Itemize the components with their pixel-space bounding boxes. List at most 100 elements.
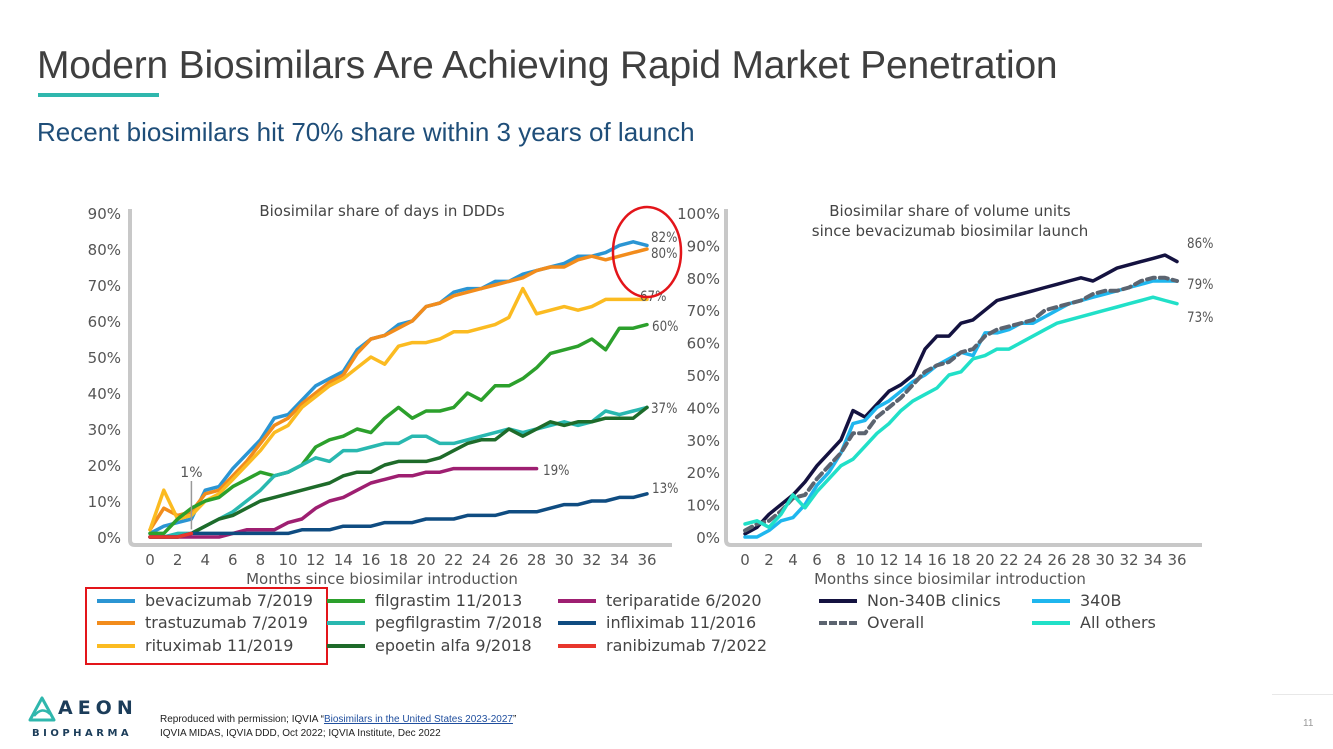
source-suffix: ”: [512, 714, 517, 725]
slide-subtitle: Recent biosimilars hit 70% share within …: [37, 117, 695, 147]
y-tick-label: 70%: [88, 277, 121, 295]
x-tick-label: 30: [555, 551, 574, 569]
y-tick-label: 80%: [88, 241, 121, 259]
series-line-trastuzumab-7-2019: [148, 247, 649, 532]
chart-axes: [724, 209, 1202, 547]
aeon-logo-icon: [28, 696, 56, 722]
x-tick-label: 30: [1095, 551, 1114, 569]
x-tick-label: 36: [637, 551, 656, 569]
x-tick-label: 12: [879, 551, 898, 569]
page-number: 11: [1303, 718, 1314, 729]
series-line-pegfilgrastim-7-2018: [148, 405, 649, 539]
y-tick-label: 60%: [88, 313, 121, 331]
company-logo: AEON BIOPHARMA: [28, 696, 133, 739]
chart-volume-share: 0%10%20%30%40%50%60%70%80%90%100%0 2 4 6 8 10…: [677, 202, 1213, 588]
series-end-label: 13%: [652, 481, 678, 497]
series-line-bevacizumab-7-2019: [148, 240, 649, 536]
x-tick-label: 14: [903, 551, 922, 569]
x-tick-label: 2: [764, 551, 774, 569]
series-line-teriparatide-6-2020: [148, 466, 539, 539]
x-axis-label: Months since biosimilar introduction: [814, 570, 1086, 588]
series-end-label: 79%: [1187, 277, 1213, 293]
corner-divider: [1272, 694, 1333, 695]
logo-wordmark: AEON: [58, 697, 138, 719]
x-tick-label: 4: [788, 551, 798, 569]
x-tick-label: 22: [999, 551, 1018, 569]
x-tick-label: 0: [145, 551, 155, 569]
y-tick-label: 50%: [687, 367, 720, 385]
x-tick-label: 34: [1143, 551, 1162, 569]
x-tick-label: 16: [361, 551, 380, 569]
x-tick-label: 34: [610, 551, 629, 569]
series-line-non-340b-clinics: [743, 253, 1179, 536]
x-tick-label: 16: [927, 551, 946, 569]
x-tick-label: 28: [1071, 551, 1090, 569]
x-tick-label: 24: [472, 551, 491, 569]
x-tick-label: 36: [1167, 551, 1186, 569]
x-tick-label: 14: [334, 551, 353, 569]
series-line-rituximab-11-2019: [148, 286, 649, 532]
x-tick-label: 26: [1047, 551, 1066, 569]
x-tick-label: 18: [951, 551, 970, 569]
series-end-label: 37%: [651, 401, 677, 417]
annotation-label: 1%: [180, 465, 202, 481]
y-tick-label: 10%: [88, 493, 121, 511]
x-tick-label: 10: [279, 551, 298, 569]
chart-title: Biosimilar share of volume units: [829, 202, 1071, 220]
y-tick-label: 60%: [687, 335, 720, 353]
series-end-label: 73%: [1187, 310, 1213, 326]
y-tick-label: 90%: [687, 237, 720, 255]
chart-title: Biosimilar share of days in DDDs: [259, 202, 505, 220]
source-line-1: Reproduced with permission; IQVIA “Biosi…: [160, 713, 516, 727]
y-tick-label: 20%: [687, 464, 720, 482]
x-tick-label: 18: [389, 551, 408, 569]
x-tick-label: 12: [306, 551, 325, 569]
series-end-label: 80%: [651, 246, 677, 262]
x-tick-label: 32: [1119, 551, 1138, 569]
x-tick-label: 20: [417, 551, 436, 569]
chart-ddd-share: 0%10%20%30%40%50%60%70%80%90%0 2 4 6 8 10 12 14…: [88, 202, 683, 588]
series-line-epoetin-alfa-9-2018: [148, 405, 649, 539]
y-tick-label: 0%: [696, 529, 720, 547]
slide-title: Modern Biosimilars Are Achieving Rapid M…: [37, 44, 1058, 87]
x-tick-label: 28: [527, 551, 546, 569]
y-tick-label: 50%: [88, 349, 121, 367]
x-tick-label: 2: [173, 551, 183, 569]
y-tick-label: 20%: [88, 457, 121, 475]
x-tick-label: 6: [812, 551, 822, 569]
series-end-label: 60%: [652, 319, 678, 335]
source-note: Reproduced with permission; IQVIA “Biosi…: [160, 713, 516, 741]
chart-axes: [128, 209, 672, 547]
y-tick-label: 100%: [677, 205, 720, 223]
y-tick-label: 30%: [687, 432, 720, 450]
source-prefix: Reproduced with permission; IQVIA “: [160, 714, 324, 725]
source-line-2: IQVIA MIDAS, IQVIA DDD, Oct 2022; IQVIA …: [160, 728, 441, 739]
x-tick-label: 6: [228, 551, 238, 569]
series-end-label: 86%: [1187, 236, 1213, 252]
highlight-circle: [611, 205, 683, 299]
series-line-all-others: [743, 295, 1179, 530]
x-tick-label: 8: [256, 551, 266, 569]
series-line-ranibizumab-7-2022: [148, 531, 194, 539]
x-tick-label: 24: [1023, 551, 1042, 569]
x-tick-label: 10: [855, 551, 874, 569]
series-end-label: 82%: [651, 230, 677, 246]
y-tick-label: 70%: [687, 302, 720, 320]
title-underline: [38, 93, 159, 97]
x-tick-label: 4: [200, 551, 210, 569]
y-tick-label: 10%: [687, 497, 720, 515]
series-line-overall: [743, 275, 1179, 533]
x-tick-label: 20: [975, 551, 994, 569]
x-axis-label: Months since biosimilar introduction: [246, 570, 518, 588]
y-tick-label: 90%: [88, 205, 121, 223]
series-line-filgrastim-11-2013: [148, 322, 649, 536]
y-tick-label: 80%: [687, 270, 720, 288]
series-line-infliximab-11-2016: [148, 492, 649, 539]
source-report-link[interactable]: Biosimilars in the United States 2023-20…: [323, 714, 513, 725]
chart-title-line-2: since bevacizumab biosimilar launch: [812, 222, 1089, 240]
x-tick-label: 26: [499, 551, 518, 569]
y-tick-label: 40%: [88, 385, 121, 403]
x-tick-label: 0: [740, 551, 750, 569]
series-end-label: 19%: [543, 463, 569, 479]
